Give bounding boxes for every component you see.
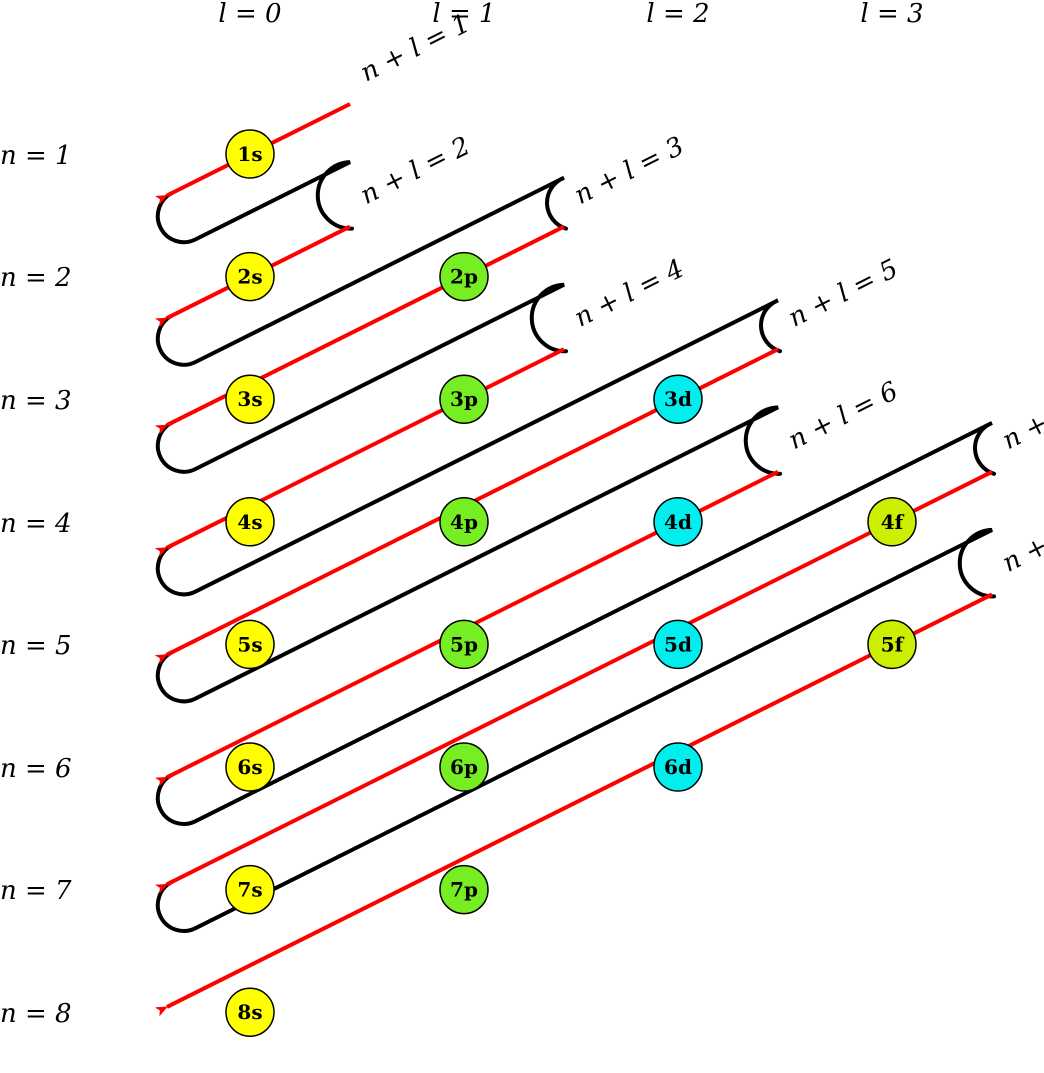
diagonal-label-4: n + l = 4 bbox=[570, 254, 689, 334]
diagonal-label-7: n + l = 7 bbox=[998, 376, 1044, 456]
orbital-5s-circle bbox=[225, 619, 275, 670]
orbital-3p-circle bbox=[439, 374, 489, 424]
row-label-n2: n = 2 bbox=[0, 263, 72, 293]
orbital-6p-label: 6p bbox=[450, 755, 478, 779]
column-header-l3: l = 3 bbox=[860, 0, 923, 29]
orbital-3s-label: 3s bbox=[237, 387, 262, 411]
row-label-n1: n = 1 bbox=[0, 141, 72, 171]
orbital-4p-label: 4p bbox=[450, 510, 478, 534]
orbital-6s-circle bbox=[225, 742, 275, 792]
column-header-l1: l = 1 bbox=[432, 0, 495, 29]
orbital-6p-circle bbox=[439, 742, 489, 792]
orbital-4f-label: 4f bbox=[881, 510, 905, 534]
diagonal-arrows bbox=[154, 102, 993, 1017]
diagonal-arrow-8 bbox=[154, 592, 993, 1017]
orbital-2s-label: 2s bbox=[237, 265, 262, 289]
row-label-n4: n = 4 bbox=[0, 509, 72, 539]
orbital-5f-label: 5f bbox=[881, 632, 905, 656]
orbital-8s-label: 8s bbox=[237, 1000, 262, 1024]
connector-loops bbox=[155, 160, 996, 933]
orbital-2p-circle bbox=[439, 251, 489, 302]
orbital-1s-circle bbox=[225, 129, 275, 179]
orbital-3p-label: 3p bbox=[450, 387, 478, 411]
orbital-5p-label: 5p bbox=[450, 632, 478, 656]
row-label-n8: n = 8 bbox=[0, 999, 72, 1029]
orbital-6s-label: 6s bbox=[237, 755, 262, 779]
orbital-7p-circle bbox=[439, 864, 489, 915]
orbital-7s-circle bbox=[225, 864, 275, 915]
diagonal-label-2: n + l = 2 bbox=[356, 131, 475, 211]
connector-loop-7-to-8 bbox=[155, 527, 996, 933]
orbital-2p-label: 2p bbox=[450, 265, 478, 289]
orbital-5d-label: 5d bbox=[664, 632, 692, 656]
orbital-5s-label: 5s bbox=[237, 632, 262, 656]
diagonal-label-3: n + l = 3 bbox=[570, 131, 689, 211]
orbital-nodes: 1s 2s 2p 3s 3p 3d 4s 4p 4d 4f 5s 5p 5d 5f 6s 6p 6d 7s 7p 8s bbox=[225, 129, 917, 1037]
column-headers: l = 0 l = 1 l = 2 l = 3 bbox=[218, 0, 923, 29]
orbital-4d-circle bbox=[653, 497, 703, 547]
connector-loop-5-to-6 bbox=[155, 405, 782, 704]
column-header-l0: l = 0 bbox=[218, 0, 281, 29]
diagonal-label-6: n + l = 6 bbox=[784, 376, 903, 456]
orbital-2s-circle bbox=[225, 251, 275, 302]
orbital-3d-label: 3d bbox=[664, 387, 692, 411]
orbital-4s-label: 4s bbox=[237, 510, 262, 534]
orbital-4f-circle bbox=[867, 497, 917, 547]
orbital-1s-label: 1s bbox=[237, 142, 262, 166]
diagonal-label-8: n + l = 8 bbox=[998, 499, 1044, 579]
orbital-3s-circle bbox=[225, 374, 275, 424]
diagonal-label-5: n + l = 5 bbox=[784, 254, 903, 334]
row-label-n3: n = 3 bbox=[0, 386, 72, 416]
connector-loop-6-to-7 bbox=[155, 421, 996, 826]
orbital-6d-label: 6d bbox=[664, 755, 692, 779]
diagonal-arrow-7 bbox=[154, 470, 993, 894]
connector-loop-3-to-4 bbox=[155, 282, 568, 474]
orbital-4s-circle bbox=[225, 497, 275, 547]
connector-loop-4-to-5 bbox=[155, 298, 782, 597]
orbital-3d-circle bbox=[653, 374, 703, 424]
orbital-5f-circle bbox=[867, 619, 917, 670]
diagonal-label-1: n + l = 1 bbox=[356, 9, 475, 89]
orbital-7s-label: 7s bbox=[237, 878, 262, 902]
column-header-l2: l = 2 bbox=[646, 0, 709, 29]
row-labels: n = 1 n = 2 n = 3 n = 4 n = 5 n = 6 n = … bbox=[0, 141, 72, 1029]
row-label-n7: n = 7 bbox=[0, 876, 72, 906]
orbital-8s-circle bbox=[225, 987, 275, 1037]
row-label-n5: n = 5 bbox=[0, 631, 72, 661]
orbital-6d-circle bbox=[653, 742, 703, 792]
orbital-5p-circle bbox=[439, 619, 489, 670]
connector-loop-1-to-2 bbox=[155, 160, 354, 245]
connector-loop-2-to-3 bbox=[155, 175, 568, 367]
orbital-4d-label: 4d bbox=[664, 510, 692, 534]
orbital-4p-circle bbox=[439, 497, 489, 547]
orbital-5d-circle bbox=[653, 619, 703, 670]
row-label-n6: n = 6 bbox=[0, 754, 72, 784]
orbital-7p-label: 7p bbox=[450, 878, 478, 902]
